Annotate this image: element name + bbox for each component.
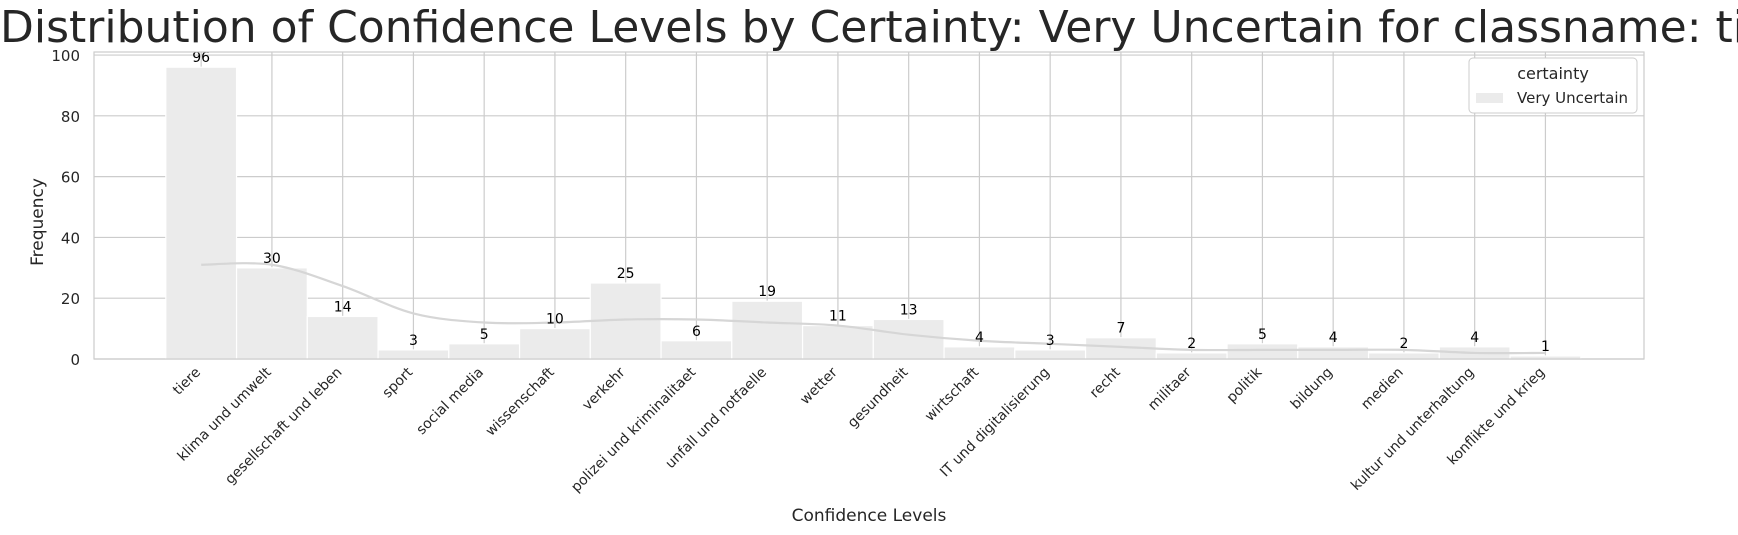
x-tick-label: gesundheit — [845, 364, 912, 431]
bar-4 — [448, 343, 521, 360]
x-tick-label: wissenschaft — [483, 364, 558, 439]
grid-lines — [94, 52, 1644, 360]
y-tick-label: 80 — [61, 108, 80, 126]
x-tick-label: kultur und unterhaltung — [1348, 365, 1477, 494]
bar-10 — [872, 318, 945, 360]
data-label: 25 — [617, 266, 635, 282]
chart-title: Distribution of Confidence Levels by Cer… — [0, 2, 1738, 53]
x-tick-label: polizei und kriminalitaet — [568, 364, 699, 495]
bar-5 — [518, 328, 591, 360]
data-label: 13 — [900, 302, 918, 318]
plot-frame — [93, 51, 1645, 360]
data-label: 10 — [546, 312, 564, 328]
x-tick-label: social media — [413, 365, 487, 439]
legend-box — [1468, 57, 1638, 114]
bar-7 — [660, 340, 733, 360]
bar-15 — [1226, 343, 1299, 360]
x-axis-label: Confidence Levels — [792, 506, 947, 526]
y-tick-label: 60 — [61, 169, 80, 187]
bar-1 — [235, 267, 308, 360]
data-label: 30 — [263, 251, 281, 267]
data-label: 3 — [409, 333, 418, 349]
bar-12 — [1014, 349, 1087, 360]
x-tick-label: sport — [379, 364, 416, 401]
x-tick-label: politik — [1224, 364, 1266, 406]
x-tick-label: gesellschaft und leben — [222, 365, 345, 488]
data-label: 2 — [1399, 336, 1408, 352]
data-label: 14 — [334, 299, 352, 315]
y-tick-label: 0 — [70, 351, 80, 369]
data-label: 19 — [758, 284, 776, 300]
bar-9 — [801, 324, 874, 360]
data-label: 4 — [1329, 330, 1338, 346]
legend-title: certainty — [1517, 64, 1589, 83]
y-tick-label: 100 — [51, 47, 80, 65]
y-axis-label: Frequency — [28, 178, 48, 266]
bar-11 — [943, 346, 1016, 360]
bars — [165, 66, 1582, 360]
data-label: 7 — [1116, 321, 1125, 337]
bar-0 — [165, 66, 238, 360]
x-tick-label: wirtschaft — [922, 364, 983, 425]
legend: certainty Very Uncertain — [1468, 57, 1638, 114]
bar-14 — [1155, 352, 1228, 360]
data-label: 6 — [692, 324, 701, 340]
bar-17 — [1367, 352, 1440, 360]
legend-entry-very-uncertain: Very Uncertain — [1517, 89, 1628, 107]
x-tick-label: militaer — [1145, 364, 1194, 413]
data-label: 5 — [480, 327, 489, 343]
data-label: 1 — [1541, 339, 1550, 355]
bar-3 — [377, 349, 450, 360]
y-tick-label: 20 — [61, 290, 80, 308]
x-tick-label: recht — [1087, 364, 1124, 401]
x-tick-label: bildung — [1288, 365, 1336, 413]
bar-8 — [731, 300, 804, 360]
legend-swatch — [1476, 93, 1503, 103]
data-label: 11 — [829, 309, 847, 325]
x-tick-label: tiere — [170, 365, 204, 399]
x-tick-label: medien — [1358, 365, 1406, 413]
kde-line — [201, 262, 1546, 355]
data-label: 96 — [192, 50, 210, 66]
data-label: 3 — [1046, 333, 1055, 349]
data-label: 4 — [975, 330, 984, 346]
data-label: 5 — [1258, 327, 1267, 343]
kde-line-group — [201, 262, 1546, 355]
data-label: 2 — [1187, 336, 1196, 352]
bar-2 — [306, 315, 379, 360]
x-tick-label: wetter — [797, 364, 841, 408]
data-label: 4 — [1470, 330, 1479, 346]
x-tick-label: verkehr — [579, 364, 628, 413]
y-tick-label: 40 — [61, 229, 80, 247]
